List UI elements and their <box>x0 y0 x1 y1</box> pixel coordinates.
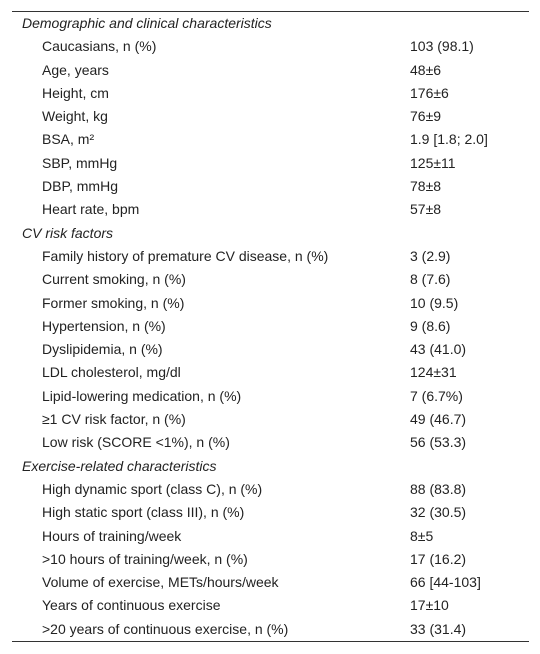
row-label: >20 years of continuous exercise, n (%) <box>42 620 289 637</box>
row-label: Family history of premature CV disease, … <box>42 247 329 264</box>
row-label: Hypertension, n (%) <box>42 317 166 334</box>
row-value: 124±31 <box>410 364 457 381</box>
row-label: >10 hours of training/week, n (%) <box>42 550 248 567</box>
row-value: 49 (46.7) <box>410 411 467 428</box>
table-row: Volume of exercise, METs/hours/week 66 [4… <box>12 571 529 594</box>
row-label: High dynamic sport (class C), n (%) <box>42 480 263 497</box>
table-row: >20 years of continuous exercise, n (%) 3… <box>12 618 529 641</box>
row-label: BSA, m² <box>42 131 95 148</box>
row-label: LDL cholesterol, mg/dl <box>42 364 181 381</box>
table-row: LDL cholesterol, mg/dl 124±31 <box>12 361 529 384</box>
table-row: Dyslipidemia, n (%) 43 (41.0) <box>12 338 529 361</box>
row-value: 43 (41.0) <box>410 341 467 358</box>
table-row: Hours of training/week 8±5 <box>12 525 529 548</box>
table-row: Low risk (SCORE <1%), n (%) 56 (53.3) <box>12 431 529 454</box>
row-value: 10 (9.5) <box>410 294 459 311</box>
row-value: 78±8 <box>410 178 442 195</box>
table-row: BSA, m² 1.9 [1.8; 2.0] <box>12 128 529 151</box>
row-label: Years of continuous exercise <box>42 597 221 614</box>
table-row: Lipid-lowering medication, n (%) 7 (6.7%) <box>12 385 529 408</box>
row-label: SBP, mmHg <box>42 154 118 171</box>
row-value: 17 (16.2) <box>410 550 467 567</box>
row-label: Low risk (SCORE <1%), n (%) <box>42 434 230 451</box>
row-value: 3 (2.9) <box>410 247 451 264</box>
table-row: Hypertension, n (%) 9 (8.6) <box>12 315 529 338</box>
row-value: 33 (31.4) <box>410 620 467 637</box>
table-row: Age, years 48±6 <box>12 59 529 82</box>
row-label: DBP, mmHg <box>42 178 118 195</box>
row-value: 76±9 <box>410 108 442 125</box>
row-label: Weight, kg <box>42 108 108 125</box>
table-row: >10 hours of training/week, n (%) 17 (16.… <box>12 548 529 571</box>
section-title: CV risk factors <box>22 224 114 241</box>
row-label: Current smoking, n (%) <box>42 271 186 288</box>
row-label: High static sport (class III), n (%) <box>42 504 245 521</box>
row-value: 1.9 [1.8; 2.0] <box>410 131 488 148</box>
row-label: Height, cm <box>42 84 109 101</box>
row-label: Hours of training/week <box>42 527 182 544</box>
row-value: 7 (6.7%) <box>410 387 463 404</box>
row-value: 176±6 <box>410 84 449 101</box>
row-value: 88 (83.8) <box>410 480 467 497</box>
table-row: Heart rate, bpm 57±8 <box>12 198 529 221</box>
row-value: 56 (53.3) <box>410 434 467 451</box>
row-value: 66 [44-103] <box>410 574 481 591</box>
row-value: 103 (98.1) <box>410 38 474 55</box>
row-value: 17±10 <box>410 597 449 614</box>
row-label: Heart rate, bpm <box>42 201 140 218</box>
row-label: Former smoking, n (%) <box>42 294 185 311</box>
row-value: 48±6 <box>410 61 442 78</box>
table-row: Family history of premature CV disease, … <box>12 245 529 268</box>
table-row: Height, cm 176±6 <box>12 82 529 105</box>
table-row: Weight, kg 76±9 <box>12 105 529 128</box>
table-row: DBP, mmHg 78±8 <box>12 175 529 198</box>
row-label: Dyslipidemia, n (%) <box>42 341 163 358</box>
table-row: Years of continuous exercise 17±10 <box>12 594 529 617</box>
section-title: Exercise-related characteristics <box>22 457 217 474</box>
table-row: ≥1 CV risk factor, n (%) 49 (46.7) <box>12 408 529 431</box>
table-row: Current smoking, n (%) 8 (7.6) <box>12 268 529 291</box>
table: Demographic and clinical characteristics… <box>12 11 529 643</box>
row-label: Caucasians, n (%) <box>42 38 157 55</box>
row-value: 8±5 <box>410 527 434 544</box>
row-label: ≥1 CV risk factor, n (%) <box>42 411 186 428</box>
row-label: Age, years <box>42 61 109 78</box>
row-value: 125±11 <box>410 154 456 171</box>
section-title: Demographic and clinical characteristics <box>22 15 272 31</box>
row-label: Volume of exercise, METs/hours/week <box>42 574 279 591</box>
row-value: 32 (30.5) <box>410 504 467 521</box>
table-row: High dynamic sport (class C), n (%) 88 (8… <box>12 478 529 501</box>
row-value: 57±8 <box>410 201 442 218</box>
table-row: Former smoking, n (%) 10 (9.5) <box>12 292 529 315</box>
row-label: Lipid-lowering medication, n (%) <box>42 387 242 404</box>
table-row: High static sport (class III), n (%) 32 (… <box>12 501 529 524</box>
row-value: 8 (7.6) <box>410 271 451 288</box>
table-row: SBP, mmHg 125±11 <box>12 152 529 175</box>
row-value: 9 (8.6) <box>410 317 451 334</box>
table-row: Caucasians, n (%) 103 (98.1) <box>12 35 529 58</box>
